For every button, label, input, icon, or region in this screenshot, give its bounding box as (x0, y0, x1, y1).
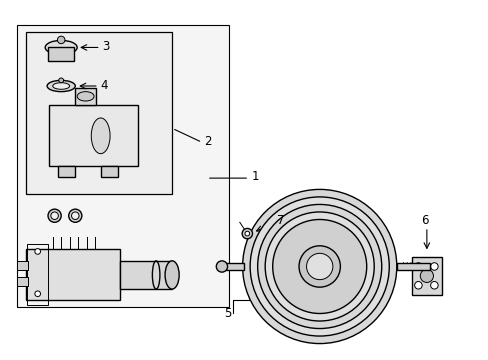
Ellipse shape (77, 92, 94, 101)
Bar (49, 105, 138, 166)
Circle shape (69, 209, 81, 222)
Bar (120, 261, 172, 289)
Bar (26, 32, 172, 194)
Ellipse shape (47, 80, 75, 92)
Text: 3: 3 (102, 40, 110, 53)
Circle shape (242, 189, 396, 343)
Circle shape (306, 253, 332, 280)
Circle shape (264, 212, 373, 321)
Circle shape (57, 36, 65, 44)
Ellipse shape (91, 118, 110, 154)
Circle shape (242, 228, 252, 239)
Circle shape (298, 246, 340, 287)
Bar (396, 263, 429, 270)
Circle shape (35, 291, 41, 297)
Bar (17, 261, 28, 270)
Bar (101, 166, 117, 177)
Circle shape (272, 220, 366, 314)
Circle shape (244, 231, 249, 236)
Text: 6: 6 (420, 214, 428, 227)
Ellipse shape (45, 40, 77, 54)
Bar (17, 25, 228, 307)
Circle shape (250, 197, 388, 336)
Text: 2: 2 (203, 135, 211, 148)
Circle shape (257, 204, 381, 329)
Circle shape (414, 282, 421, 289)
Ellipse shape (53, 83, 69, 89)
Circle shape (419, 269, 432, 283)
Circle shape (51, 212, 58, 220)
Bar (26, 249, 120, 300)
Circle shape (216, 261, 227, 272)
Text: 5: 5 (224, 307, 231, 320)
Circle shape (414, 263, 421, 270)
Bar (75, 88, 96, 105)
Bar (411, 257, 441, 295)
Text: 4: 4 (101, 79, 108, 92)
Text: 1: 1 (251, 170, 259, 183)
Circle shape (35, 249, 41, 254)
Ellipse shape (165, 261, 179, 289)
Bar (27, 244, 48, 305)
Circle shape (430, 282, 437, 289)
Bar (225, 263, 244, 270)
Bar (48, 48, 74, 60)
Bar (58, 166, 75, 177)
Circle shape (48, 209, 61, 222)
Circle shape (430, 263, 437, 270)
Text: 7: 7 (277, 214, 285, 227)
Circle shape (59, 78, 63, 83)
Circle shape (71, 212, 79, 220)
Bar (17, 277, 28, 286)
